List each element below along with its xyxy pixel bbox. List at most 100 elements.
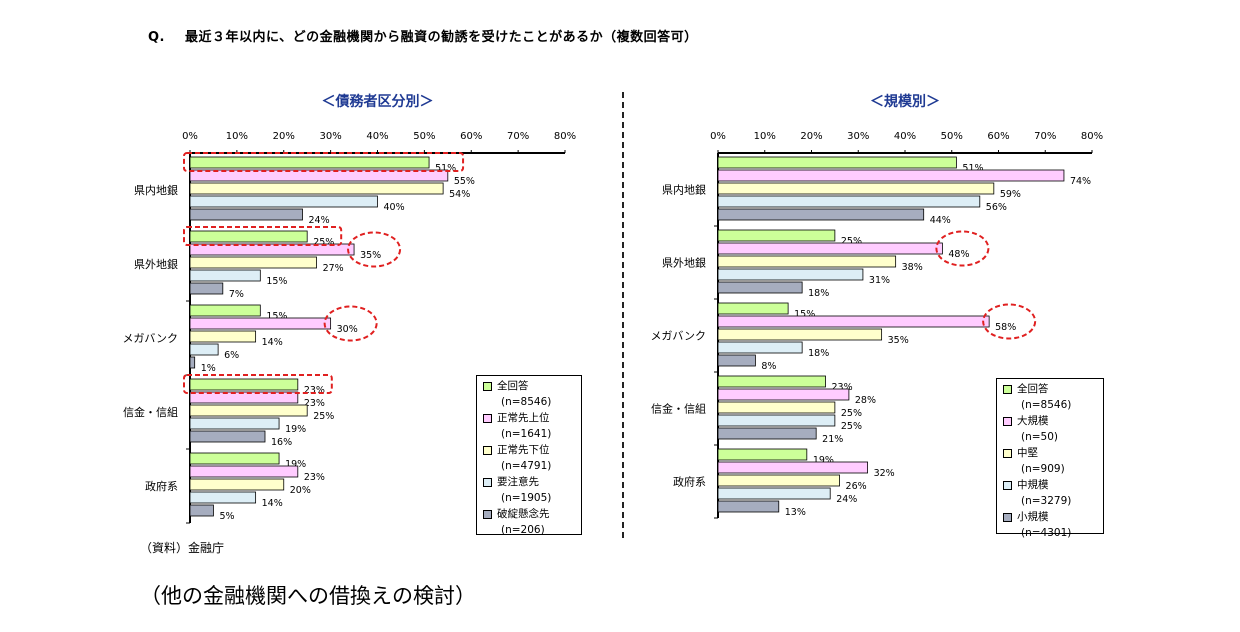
category-label-out-of-prefecture-bank: 県外地銀 <box>662 256 706 270</box>
highlight-ellipse-out-of-prefecture-bank <box>935 230 990 267</box>
bar-prefectural-bank-s4 <box>717 195 981 208</box>
bar-shinkin-shinkumi-s2 <box>189 391 299 404</box>
legend-label: 中規模 <box>1017 479 1049 491</box>
legend-label: 全回答 <box>1017 383 1049 395</box>
x-tick-label: 80% <box>554 131 576 142</box>
bar-shinkin-shinkumi-s5 <box>717 427 817 440</box>
legend-sample-size: (n=1641) <box>501 428 552 440</box>
data-label-prefectural-bank-s5: 24% <box>309 215 330 226</box>
data-label-out-of-prefecture-bank-s3: 38% <box>902 262 923 273</box>
data-label-prefectural-bank-s1: 51% <box>962 163 983 174</box>
data-label-government-affiliated-s5: 13% <box>785 507 806 518</box>
category-label-out-of-prefecture-bank: 県外地銀 <box>134 257 178 271</box>
legend-swatch <box>1003 512 1012 522</box>
data-label-megabank-s3: 35% <box>888 335 909 346</box>
bar-government-affiliated-s5 <box>189 504 214 517</box>
legend-swatch <box>483 381 492 391</box>
legend-swatch <box>1003 480 1012 490</box>
legend-label: 破綻懸念先 <box>497 508 550 520</box>
bar-out-of-prefecture-bank-s1 <box>189 230 308 243</box>
data-label-megabank-s2: 30% <box>337 324 358 335</box>
bar-government-affiliated-s3 <box>189 478 285 491</box>
data-label-government-affiliated-s2: 32% <box>874 468 895 479</box>
category-label-megabank: メガバンク <box>650 330 706 343</box>
legend-sample-size: (n=4791) <box>501 460 552 472</box>
bar-shinkin-shinkumi-s3 <box>189 404 308 417</box>
chart-by-company-size: ＜規模別＞ 0% 10% 20% 30% 40% 50% 60% 70% 80% 県内地銀 51% 74… <box>650 93 1103 519</box>
category-label-megabank: メガバンク <box>122 332 178 345</box>
legend-label: 全回答 <box>497 380 529 392</box>
category-label-prefectural-bank: 県内地銀 <box>662 183 706 197</box>
data-label-prefectural-bank-s3: 54% <box>449 189 470 200</box>
legend-swatch <box>483 445 492 455</box>
highlight-rect-out-of-prefecture-bank <box>183 226 343 246</box>
data-label-megabank-s5: 1% <box>201 363 216 374</box>
bar-government-affiliated-s2 <box>717 461 869 474</box>
bar-prefectural-bank-s3 <box>189 182 444 195</box>
bar-out-of-prefecture-bank-s4 <box>717 268 864 281</box>
legend-swatch <box>1003 448 1012 458</box>
data-label-megabank-s4: 6% <box>224 350 239 361</box>
bar-megabank-s5 <box>717 354 756 367</box>
bar-shinkin-shinkumi-s2 <box>717 388 850 401</box>
bar-prefectural-bank-s3 <box>717 182 995 195</box>
data-label-out-of-prefecture-bank-s2: 48% <box>948 249 969 260</box>
data-label-prefectural-bank-s4: 40% <box>384 202 405 213</box>
bar-government-affiliated-s3 <box>717 474 840 487</box>
bar-out-of-prefecture-bank-s1 <box>717 229 836 242</box>
legend-item-s3: 中堅 (n=909) <box>1003 445 1097 477</box>
x-tick-label: 70% <box>1034 131 1056 142</box>
bar-prefectural-bank-s5 <box>717 208 925 221</box>
data-label-prefectural-bank-s2: 55% <box>454 176 475 187</box>
bar-shinkin-shinkumi-s5 <box>189 430 266 443</box>
data-label-megabank-s1: 15% <box>794 309 815 320</box>
source-note: （資料）金融庁 <box>140 541 225 555</box>
bar-prefectural-bank-s2 <box>717 169 1065 182</box>
bar-government-affiliated-s4 <box>189 491 257 504</box>
legend-item-s4: 中規模 (n=3279) <box>1003 477 1097 509</box>
data-label-megabank-s4: 18% <box>808 348 829 359</box>
legend-item-s1: 全回答 (n=8546) <box>483 378 575 410</box>
bar-shinkin-shinkumi-s1 <box>717 375 826 388</box>
x-tick-label: 80% <box>1081 131 1103 142</box>
data-label-out-of-prefecture-bank-s3: 27% <box>323 263 344 274</box>
legend-sample-size: (n=1905) <box>501 492 552 504</box>
bar-out-of-prefecture-bank-s5 <box>189 282 224 295</box>
chart-by-debtor-category: ＜債務者区分別＞ 0% 10% 20% 30% 40% 50% 60% 70% 80% 県内地銀 51… <box>122 93 576 524</box>
legend-item-s2: 大規模 (n=50) <box>1003 413 1097 445</box>
legend-sample-size: (n=50) <box>1021 431 1059 443</box>
legend-label: 大規模 <box>1017 415 1049 427</box>
legend-sample-size: (n=206) <box>501 524 545 536</box>
legend-item-s5: 小規模 (n=4301) <box>1003 509 1097 541</box>
data-label-government-affiliated-s5: 5% <box>219 511 234 522</box>
legend-company-size: 全回答 (n=8546) 大規模 (n=50) 中堅 (n=909) 中規模 (n=3279)… <box>996 378 1104 539</box>
bar-government-affiliated-s5 <box>717 500 780 513</box>
legend-sample-size: (n=909) <box>1021 463 1065 475</box>
data-label-shinkin-shinkumi-s5: 21% <box>822 434 843 445</box>
category-label-government-affiliated: 政府系 <box>673 475 706 489</box>
data-label-prefectural-bank-s3: 59% <box>1000 189 1021 200</box>
bar-out-of-prefecture-bank-s4 <box>189 269 261 282</box>
x-tick-label: 0% <box>710 131 726 142</box>
x-tick-label: 30% <box>320 131 342 142</box>
legend-label: 正常先下位 <box>497 444 550 456</box>
data-label-out-of-prefecture-bank-s4: 15% <box>266 276 287 287</box>
question-text: 最近３年以内に、どの金融機関から融資の勧誘を受けたことがあるか（複数回答可） <box>185 30 698 45</box>
legend-item-s5: 破綻懸念先 (n=206) <box>483 506 575 538</box>
bar-megabank-s5 <box>189 356 196 369</box>
highlight-ellipse-out-of-prefecture-bank <box>347 231 402 268</box>
data-label-government-affiliated-s3: 20% <box>290 485 311 496</box>
data-label-shinkin-shinkumi-s2: 28% <box>855 395 876 406</box>
bar-megabank-s2 <box>189 317 332 330</box>
x-tick-label: 20% <box>273 131 295 142</box>
bar-megabank-s1 <box>717 302 789 315</box>
legend-label: 中堅 <box>1017 447 1038 459</box>
x-tick-label: 10% <box>226 131 248 142</box>
bar-megabank-s3 <box>189 330 257 343</box>
data-label-out-of-prefecture-bank-s5: 18% <box>808 288 829 299</box>
category-label-shinkin-shinkumi: 信金・信組 <box>651 402 706 416</box>
legend-item-s3: 正常先下位 (n=4791) <box>483 442 575 474</box>
bar-government-affiliated-s1 <box>717 448 808 461</box>
x-tick-label: 40% <box>366 131 388 142</box>
data-label-shinkin-shinkumi-s5: 16% <box>271 437 292 448</box>
